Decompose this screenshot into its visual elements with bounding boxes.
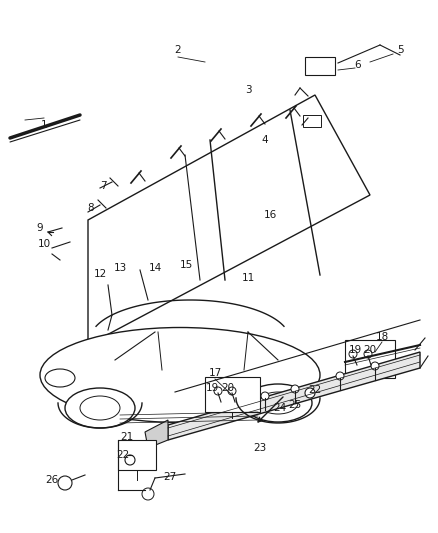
Circle shape xyxy=(305,388,315,398)
FancyBboxPatch shape xyxy=(305,57,335,75)
Circle shape xyxy=(349,350,357,358)
Text: 10: 10 xyxy=(37,239,50,249)
Ellipse shape xyxy=(244,384,312,422)
Text: 6: 6 xyxy=(355,60,361,70)
Text: 11: 11 xyxy=(241,273,254,283)
Text: 14: 14 xyxy=(148,263,162,273)
Polygon shape xyxy=(168,352,420,440)
Text: 22: 22 xyxy=(308,385,321,395)
Ellipse shape xyxy=(40,327,320,423)
Text: 4: 4 xyxy=(261,135,268,145)
Text: 22: 22 xyxy=(117,450,130,460)
Ellipse shape xyxy=(45,369,75,387)
Circle shape xyxy=(228,387,236,395)
Text: 8: 8 xyxy=(88,203,94,213)
Text: 24: 24 xyxy=(273,403,286,413)
Text: 21: 21 xyxy=(120,432,134,442)
Text: 25: 25 xyxy=(288,400,302,410)
Ellipse shape xyxy=(65,388,135,428)
Ellipse shape xyxy=(80,396,120,420)
Circle shape xyxy=(371,362,379,370)
Text: 13: 13 xyxy=(113,263,127,273)
Text: 20: 20 xyxy=(222,383,235,393)
Text: 9: 9 xyxy=(37,223,43,233)
Text: 18: 18 xyxy=(375,332,389,342)
Circle shape xyxy=(125,455,135,465)
Circle shape xyxy=(364,350,372,358)
Text: 7: 7 xyxy=(100,181,106,191)
Text: 5: 5 xyxy=(397,45,403,55)
Text: 1: 1 xyxy=(41,120,47,130)
Text: 17: 17 xyxy=(208,368,222,378)
Text: 19: 19 xyxy=(348,345,362,355)
Text: 16: 16 xyxy=(263,210,277,220)
Text: 27: 27 xyxy=(163,472,177,482)
Circle shape xyxy=(214,387,222,395)
Text: 19: 19 xyxy=(205,383,219,393)
Text: 23: 23 xyxy=(253,443,267,453)
Text: 15: 15 xyxy=(180,260,193,270)
Text: 26: 26 xyxy=(46,475,59,485)
Bar xyxy=(205,377,260,412)
Bar xyxy=(345,340,395,378)
Text: 2: 2 xyxy=(175,45,181,55)
Text: 3: 3 xyxy=(245,85,251,95)
Bar xyxy=(118,440,156,470)
Circle shape xyxy=(58,476,72,490)
Polygon shape xyxy=(145,420,168,448)
Bar xyxy=(303,115,321,127)
Text: 20: 20 xyxy=(364,345,377,355)
Circle shape xyxy=(261,392,269,400)
Ellipse shape xyxy=(258,392,298,414)
Circle shape xyxy=(336,372,344,380)
Circle shape xyxy=(142,488,154,500)
Text: 12: 12 xyxy=(93,269,106,279)
Circle shape xyxy=(291,385,299,393)
